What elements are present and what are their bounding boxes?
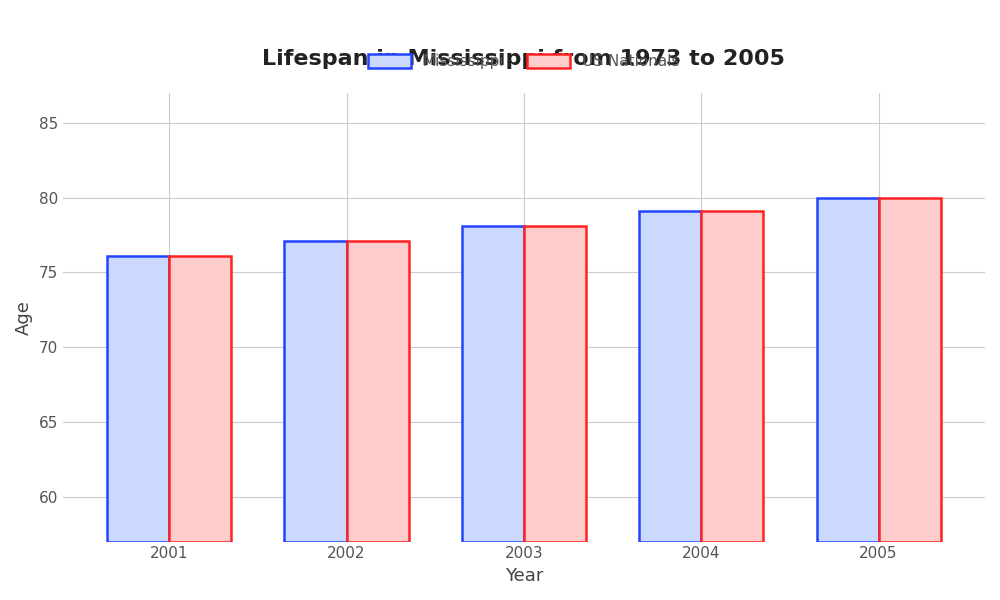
Bar [817,197,879,542]
Bar [347,241,409,542]
Bar [107,256,169,542]
Bar [639,211,701,542]
Bar [169,256,231,542]
X-axis label: Year: Year [505,567,543,585]
Bar [524,226,586,542]
Y-axis label: Age: Age [15,300,33,335]
Bar [879,197,941,542]
Title: Lifespan in Mississippi from 1973 to 2005: Lifespan in Mississippi from 1973 to 200… [262,49,785,69]
Bar [462,226,524,542]
Bar [284,241,347,542]
Bar [701,211,763,542]
Legend: Mississippi, US Nationals: Mississippi, US Nationals [360,47,688,77]
